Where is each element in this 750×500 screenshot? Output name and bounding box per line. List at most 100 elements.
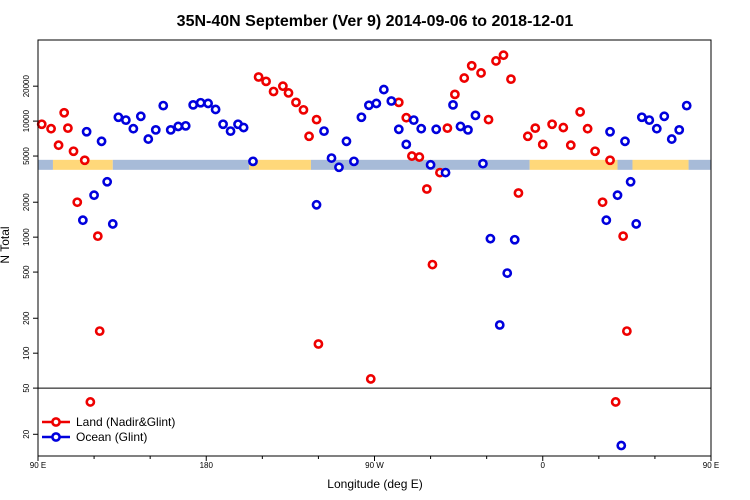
data-point	[378, 84, 389, 95]
data-point	[85, 397, 96, 407]
data-point	[363, 100, 374, 111]
data-point	[582, 123, 593, 134]
data-point	[616, 440, 627, 451]
y-tick-label: 20	[22, 429, 31, 438]
ocean-strip-segment	[617, 159, 633, 170]
data-point	[466, 60, 477, 71]
data-point	[530, 123, 541, 134]
data-point	[440, 167, 451, 178]
data-point	[494, 320, 505, 330]
y-tick-label: 10000	[22, 109, 31, 132]
data-point	[94, 326, 105, 336]
data-point	[478, 158, 488, 169]
y-tick-label: 2000	[22, 193, 31, 211]
data-point	[238, 122, 249, 133]
y-tick-label: 20000	[22, 75, 31, 98]
data-point	[427, 259, 438, 270]
data-point	[46, 123, 56, 134]
data-point	[506, 74, 516, 85]
data-point	[442, 123, 453, 134]
data-point	[261, 76, 271, 87]
data-point	[406, 151, 417, 161]
legend-marker	[51, 432, 61, 442]
data-point	[485, 233, 496, 244]
data-point	[349, 156, 359, 167]
data-point	[401, 139, 412, 150]
data-point	[143, 134, 154, 144]
data-point	[644, 115, 655, 126]
y-tick-label: 1000	[22, 228, 31, 246]
data-point	[128, 123, 139, 134]
data-point	[334, 162, 344, 173]
data-point	[188, 99, 199, 110]
data-point	[625, 176, 636, 187]
data-point	[491, 56, 501, 66]
data-point	[180, 120, 191, 131]
data-point	[651, 123, 662, 134]
data-point	[173, 121, 184, 132]
data-point	[459, 73, 470, 83]
data-point	[547, 119, 557, 130]
data-point	[393, 124, 404, 135]
data-point	[601, 215, 612, 226]
data-point	[365, 374, 376, 384]
data-point	[401, 112, 412, 123]
data-point	[558, 122, 569, 133]
data-point	[59, 107, 70, 118]
data-points	[36, 50, 692, 451]
data-point	[408, 115, 419, 126]
data-point	[150, 124, 161, 135]
data-point	[659, 111, 670, 122]
data-point	[575, 107, 586, 117]
data-point	[455, 121, 466, 132]
data-point	[448, 99, 458, 110]
data-point	[483, 114, 494, 125]
data-point	[113, 112, 124, 123]
data-point	[81, 126, 92, 137]
data-point	[79, 155, 90, 166]
legend: Land (Nadir&Glint)Ocean (Glint)	[42, 415, 175, 444]
data-point	[416, 123, 427, 134]
data-point	[96, 136, 107, 147]
surface-type-strip	[38, 159, 711, 170]
data-point	[449, 89, 460, 100]
data-point	[498, 50, 509, 61]
data-point	[311, 114, 322, 125]
x-tick-label: 90 E	[703, 461, 719, 470]
data-point	[356, 112, 367, 123]
legend-label: Ocean (Glint)	[76, 430, 147, 444]
land-strip-segment	[52, 159, 113, 170]
ocean-strip-segment	[310, 159, 530, 170]
data-point	[210, 104, 221, 115]
data-point	[283, 88, 294, 98]
legend-label: Land (Nadir&Glint)	[76, 415, 175, 429]
chart-title: 35N-40N September (Ver 9) 2014-09-06 to …	[177, 13, 574, 30]
data-point	[72, 197, 83, 208]
data-point	[107, 219, 118, 229]
x-tick-label: 0	[541, 461, 546, 470]
data-point	[135, 111, 146, 122]
data-point	[203, 98, 214, 109]
data-point	[341, 136, 352, 147]
data-point	[291, 97, 301, 108]
data-point	[313, 339, 324, 349]
axes: 20 50 100 200 500 1000 2000 5000 10000 20000 90 E 1…	[22, 39, 719, 470]
data-point	[36, 119, 47, 130]
data-point	[476, 68, 486, 78]
data-point	[618, 231, 629, 242]
x-axis-label: Longitude (deg E)	[327, 477, 422, 491]
data-point	[195, 97, 206, 108]
land-strip-segment	[632, 159, 689, 170]
data-point	[621, 326, 632, 336]
data-point	[268, 86, 279, 97]
land-strip-segment	[249, 159, 311, 170]
data-point	[253, 72, 264, 82]
data-point	[311, 199, 322, 210]
data-point	[319, 126, 329, 137]
data-point	[92, 231, 103, 242]
data-point	[102, 176, 113, 187]
land-strip-segment	[529, 159, 618, 170]
x-tick-label: 90 W	[365, 461, 384, 470]
ocean-strip-segment	[112, 159, 250, 170]
y-tick-label: 100	[22, 346, 31, 360]
